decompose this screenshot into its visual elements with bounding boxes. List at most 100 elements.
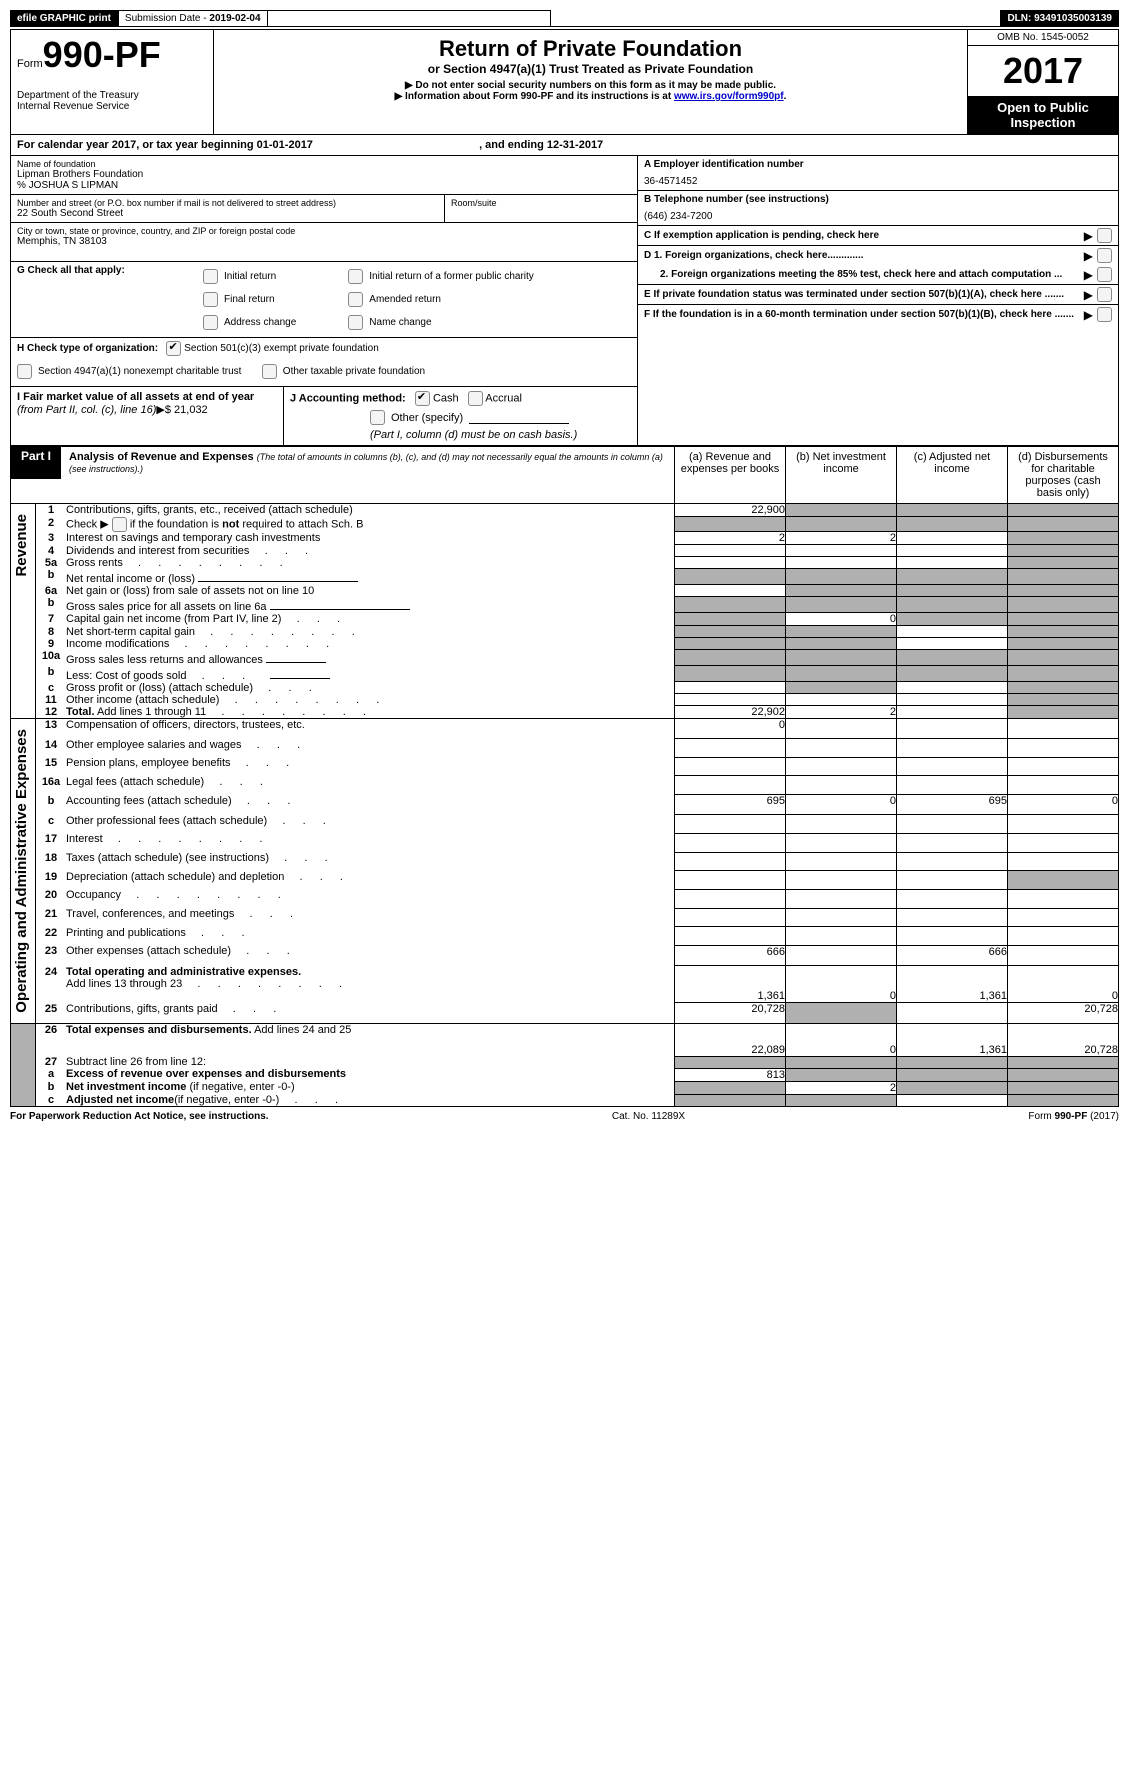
desc-24-bold: Total operating and administrative expen… [66,966,301,978]
val-8d [1008,626,1119,638]
info-link[interactable]: www.irs.gov/form990pf [674,91,784,102]
desc-27b-txt: (if negative, enter -0-) [186,1081,294,1093]
desc-18: Taxes (attach schedule) (see instruction… [66,852,675,871]
dept-treasury: Department of the Treasury [17,90,207,101]
val-6ad [1008,585,1119,597]
row-7: 7 Capital gain net income (from Part IV,… [11,613,1119,626]
cb-d2[interactable] [1097,267,1112,282]
cb-f[interactable] [1097,307,1112,322]
desc-20: Occupancy [66,889,675,908]
desc-7: Capital gain net income (from Part IV, l… [66,613,675,626]
val-21c [897,908,1008,927]
val-21a [675,908,786,927]
cb-sch-b[interactable] [112,517,127,532]
val-9d [1008,638,1119,650]
footer-left: For Paperwork Reduction Act Notice, see … [10,1111,269,1122]
row-27b: b Net investment income (if negative, en… [11,1081,1119,1094]
city-cell: City or town, state or province, country… [11,223,637,262]
g-opt-3: Amended return [369,294,441,305]
cb-501c3[interactable] [166,341,181,356]
val-25c [897,1003,1008,1023]
val-5ba [675,569,786,585]
cb-cash[interactable] [415,391,430,406]
val-13c [897,719,1008,739]
phone-cell: B Telephone number (see instructions) (6… [638,191,1118,226]
row-24: 24 Total operating and administrative ex… [11,966,1119,1003]
arrow-icon: ▶ [1084,268,1093,282]
val-14c [897,739,1008,758]
input-10a[interactable] [266,650,326,663]
c-row: C If exemption application is pending, c… [638,226,1118,246]
cb-name-change[interactable] [348,315,363,330]
desc-3: Interest on savings and temporary cash i… [66,532,675,545]
ln-17: 17 [36,833,67,852]
val-10bd [1008,666,1119,682]
val-21b [786,908,897,927]
part1-title: Analysis of Revenue and Expenses [69,451,257,463]
g-opt-2: Final return [224,294,275,305]
input-6b[interactable] [270,597,410,610]
cb-4947[interactable] [17,364,32,379]
row-6b: b Gross sales price for all assets on li… [11,597,1119,613]
i-label-a: I Fair market value of all assets at end… [17,391,254,403]
row-15: 15 Pension plans, employee benefits [11,757,1119,776]
cb-c[interactable] [1097,228,1112,243]
input-5b[interactable] [198,569,358,582]
tax-year: 2017 [968,46,1118,96]
cb-initial-return[interactable] [203,269,218,284]
row-3: 3 Interest on savings and temporary cash… [11,532,1119,545]
desc-5b: Net rental income or (loss) [66,569,675,585]
cal-end: 12-31-2017 [547,139,603,151]
desc-16b: Accounting fees (attach schedule) [66,795,675,815]
cb-other-taxable[interactable] [262,364,277,379]
val-16aa [675,776,786,795]
val-16cc [897,815,1008,834]
row-8: 8 Net short-term capital gain [11,626,1119,638]
cb-initial-former[interactable] [348,269,363,284]
val-25b [786,1003,897,1023]
ein-cell: A Employer identification number 36-4571… [638,156,1118,191]
row-21: 21 Travel, conferences, and meetings [11,908,1119,927]
val-5ad [1008,557,1119,569]
addr-label: Number and street (or P.O. box number if… [17,198,438,208]
val-1a: 22,900 [675,504,786,517]
val-20d [1008,889,1119,908]
footer-r-post: (2017) [1087,1111,1119,1122]
val-19c [897,871,1008,890]
desc-5b-txt: Net rental income or (loss) [66,573,195,585]
val-14d [1008,739,1119,758]
val-6bd [1008,597,1119,613]
cb-final-return[interactable] [203,292,218,307]
desc-6b-txt: Gross sales price for all assets on line… [66,601,267,613]
cb-other-method[interactable] [370,410,385,425]
val-10cc [897,682,1008,694]
ln-11: 11 [36,694,67,706]
desc-12-txt: Add lines 1 through 11 [95,706,369,718]
val-13b [786,719,897,739]
info-post: . [784,91,787,102]
cb-d1[interactable] [1097,248,1112,263]
row-5b: b Net rental income or (loss) [11,569,1119,585]
val-16bb: 0 [786,795,897,815]
city-label: City or town, state or province, country… [17,226,631,236]
val-24b: 0 [786,966,897,1003]
dln: DLN: 93491035003139 [1000,10,1119,27]
street-address: 22 South Second Street [17,208,438,219]
cb-amended-return[interactable] [348,292,363,307]
cb-e[interactable] [1097,287,1112,302]
desc-10b: Less: Cost of goods sold [66,666,675,682]
cb-address-change[interactable] [203,315,218,330]
val-9b [786,638,897,650]
ln-24: 24 [36,966,67,1003]
cb-accrual[interactable] [468,391,483,406]
arrow-icon: ▶ [1084,288,1093,302]
other-specify-input[interactable] [469,411,569,424]
input-10b[interactable] [270,666,330,679]
val-19b [786,871,897,890]
val-22d [1008,927,1119,946]
val-6ab [786,585,897,597]
val-5ac [897,557,1008,569]
dln-label: DLN: [1007,13,1034,24]
val-1b [786,504,897,517]
submission-date-val: 2019-02-04 [209,13,260,24]
